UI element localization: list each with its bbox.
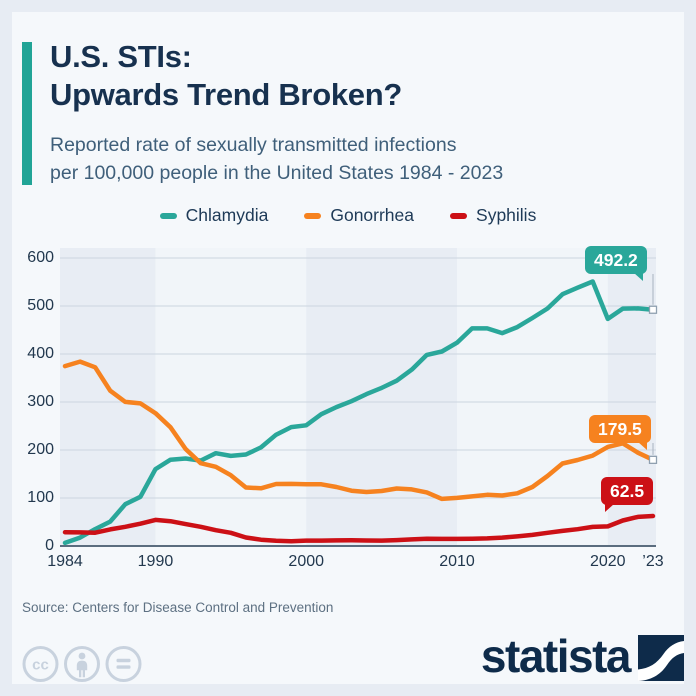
y-tick-label-100: 100: [27, 489, 54, 506]
statista-wordmark: statista: [480, 630, 632, 682]
legend-label: Gonorrhea: [330, 205, 415, 225]
x-tick-label-2020: 2020: [589, 553, 626, 570]
value-label-gonorrhea: 179.5: [589, 415, 651, 450]
legend-item-chlamydia: Chlamydia: [159, 205, 269, 226]
attribution-person-icon: [64, 646, 100, 682]
legend-item-gonorrhea: Gonorrhea: [304, 205, 414, 226]
value-label-syphilis: 62.5: [601, 477, 654, 512]
subtitle-line-1: Reported rate of sexually transmitted in…: [50, 134, 457, 156]
legend-dash-icon: [304, 212, 322, 219]
cc-icon: cc: [22, 646, 59, 682]
page-subtitle: Reported rate of sexually transmitted in…: [50, 131, 503, 187]
legend-dash-icon: [450, 212, 468, 219]
endpoint-marker: [648, 455, 658, 464]
value-label-chlamydia: 492.2: [585, 246, 647, 281]
title-line-2: Upwards Trend Broken?: [50, 77, 402, 112]
x-tick-label-2000: 2000: [288, 553, 325, 570]
endpoint-marker: [648, 305, 658, 314]
decade-band: [306, 248, 457, 546]
legend-dash-icon: [159, 212, 177, 219]
line-gonorrhea: [62, 359, 656, 502]
line-chlamydia: [62, 279, 656, 546]
decade-band: [155, 248, 307, 546]
equals-nd-icon: [105, 646, 142, 682]
statista-logo-icon: [638, 635, 684, 681]
y-tick-label-400: 400: [27, 345, 54, 362]
y-tick-label-300: 300: [27, 393, 54, 410]
y-tick-label-0: 0: [45, 537, 54, 554]
svg-text:cc: cc: [32, 657, 49, 674]
title-accent-bar: [22, 42, 32, 185]
page-title: U.S. STIs: Upwards Trend Broken?: [50, 38, 402, 114]
legend-label: Syphilis: [476, 205, 537, 225]
y-tick-label-200: 200: [27, 441, 54, 458]
chart-legend: Chlamydia Gonorrhea Syphilis: [0, 205, 696, 226]
decade-band: [456, 248, 608, 546]
y-tick-label-600: 600: [27, 249, 54, 266]
title-line-1: U.S. STIs:: [50, 39, 192, 74]
x-tick-label-2010: 2010: [439, 553, 475, 570]
legend-item-syphilis: Syphilis: [450, 205, 536, 226]
source-text: Source: Centers for Disease Control and …: [22, 600, 334, 615]
x-tick-label-2023: ’23: [642, 553, 664, 570]
y-tick-label-500: 500: [27, 297, 54, 314]
x-tick-label-1984: 1984: [47, 553, 83, 570]
legend-label: Chlamydia: [185, 205, 269, 225]
line-syphilis: [62, 513, 656, 544]
license-icons: cc: [22, 646, 142, 682]
x-tick-label-1990: 1990: [137, 553, 174, 570]
statista-branding: statista: [481, 633, 684, 683]
decade-band: [60, 248, 156, 546]
subtitle-line-2: per 100,000 people in the United States …: [50, 162, 504, 184]
